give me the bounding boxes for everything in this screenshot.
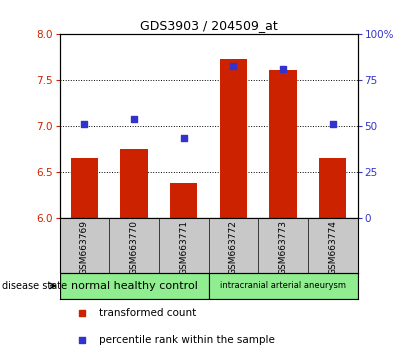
Text: percentile rank within the sample: percentile rank within the sample	[99, 335, 275, 344]
Text: GSM663770: GSM663770	[129, 220, 139, 275]
Point	[180, 135, 187, 141]
Point	[131, 116, 137, 122]
Text: GSM663769: GSM663769	[80, 220, 89, 275]
Bar	[170, 183, 197, 218]
Text: disease state: disease state	[2, 281, 67, 291]
Text: intracranial arterial aneurysm: intracranial arterial aneurysm	[220, 281, 346, 290]
Text: GSM663773: GSM663773	[279, 220, 288, 275]
Bar	[270, 69, 297, 218]
Point	[230, 63, 237, 69]
Text: GSM663771: GSM663771	[179, 220, 188, 275]
Bar	[319, 158, 346, 218]
Point	[280, 66, 286, 72]
Text: transformed count: transformed count	[99, 308, 196, 318]
Point	[81, 121, 88, 127]
Bar	[208, 273, 358, 299]
Bar	[220, 59, 247, 218]
Text: normal healthy control: normal healthy control	[71, 281, 198, 291]
Text: GSM663772: GSM663772	[229, 220, 238, 275]
Point	[330, 121, 336, 127]
Point	[79, 337, 85, 342]
Point	[79, 310, 85, 316]
Text: GSM663774: GSM663774	[328, 220, 337, 275]
Bar	[71, 158, 98, 218]
Bar	[120, 149, 148, 218]
Title: GDS3903 / 204509_at: GDS3903 / 204509_at	[140, 19, 277, 33]
Bar	[60, 273, 208, 299]
